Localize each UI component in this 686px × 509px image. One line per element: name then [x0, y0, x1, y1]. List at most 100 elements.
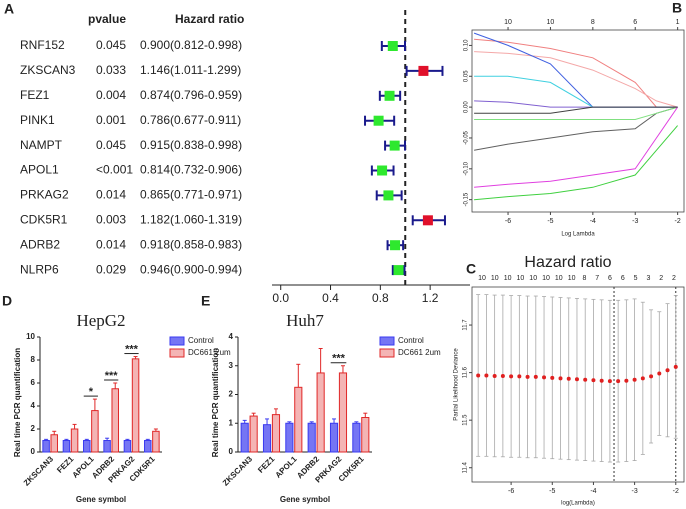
x-tick-label: 0.4	[322, 291, 339, 305]
x-axis-label: Log Lambda	[561, 232, 595, 238]
significance-label: *	[89, 386, 94, 398]
bar	[329, 422, 339, 453]
x-tick-label: 0.0	[272, 291, 289, 305]
deviance-point	[624, 378, 629, 383]
bar	[42, 440, 50, 453]
top-label: 1	[676, 19, 680, 26]
coefficient-path	[474, 51, 678, 108]
x-tick-label: -5	[547, 218, 553, 225]
legend-swatch	[379, 348, 395, 358]
y-tick-label: 6	[31, 378, 36, 387]
hazard-ratio-label: 0.786(0.677-0.911)	[140, 113, 241, 127]
y-tick-label: 11.6	[463, 366, 469, 378]
y-tick-label: 0.05	[464, 70, 470, 82]
bar	[62, 440, 71, 453]
y-axis-label: Partial Likelihood Deviance	[454, 348, 460, 421]
point-estimate	[377, 165, 388, 176]
y-tick-label: 11.4	[463, 461, 469, 473]
top-label: 10	[547, 19, 555, 26]
panel-label: A	[4, 1, 14, 17]
y-tick-label: -0.15	[464, 192, 470, 206]
x-tick-label: -6	[505, 218, 511, 225]
deviance-point	[657, 371, 662, 376]
chart-title: HepG2	[76, 311, 125, 330]
point-estimate	[383, 190, 394, 201]
panel-label: C	[466, 261, 476, 277]
y-axis-label: Real time PCR quantification	[13, 348, 22, 457]
deviance-point	[591, 378, 596, 383]
column-header: Hazard ratio	[175, 12, 244, 26]
bar	[271, 414, 281, 453]
bar	[262, 424, 272, 453]
x-tick-label: 0.8	[372, 291, 389, 305]
hazard-ratio-label: 1.182(1.060-1.319)	[140, 212, 242, 226]
top-label: 10	[504, 19, 512, 26]
y-tick-label: 1	[229, 418, 234, 427]
legend-swatch	[169, 336, 185, 346]
gene-name: NLRP6	[20, 262, 59, 276]
chart-title: Huh7	[286, 311, 324, 330]
bar	[123, 440, 132, 453]
x-tick-label: 1.2	[422, 291, 439, 305]
p-value: 0.029	[96, 262, 126, 276]
top-label: 10	[555, 275, 563, 282]
p-value: 0.014	[96, 188, 126, 202]
gene-name: CDK5R1	[20, 212, 68, 226]
top-label: 6	[608, 275, 612, 282]
legend-label: Control	[398, 336, 424, 345]
p-value: 0.004	[96, 88, 126, 102]
y-tick-label: 0.10	[464, 39, 470, 51]
x-tick-label: -3	[632, 218, 638, 225]
deviance-point	[607, 379, 612, 384]
deviance-point	[550, 375, 555, 380]
p-value: 0.033	[96, 63, 126, 77]
point-estimate	[387, 41, 398, 51]
panel-label: E	[201, 293, 210, 309]
gene-name: ZKSCAN3	[20, 63, 76, 77]
bar	[70, 428, 79, 453]
x-tick-label: -6	[508, 488, 514, 495]
x-tick-label: -2	[673, 488, 679, 495]
coefficient-path	[474, 125, 678, 201]
hazard-ratio-label: 0.918(0.858-0.983)	[140, 237, 242, 251]
top-label: 10	[529, 275, 537, 282]
bar	[338, 372, 348, 453]
gene-name: APOL1	[20, 163, 59, 177]
top-label: 7	[595, 275, 599, 282]
significance-label: ***	[105, 370, 119, 382]
top-label: 10	[542, 275, 550, 282]
deviance-point	[632, 377, 637, 382]
x-tick-label: -2	[675, 218, 681, 225]
hazard-ratio-label: 1.146(1.011-1.299)	[140, 63, 241, 77]
y-tick-label: 0.00	[464, 101, 470, 113]
deviance-point	[640, 376, 645, 381]
legend-label: Control	[188, 336, 214, 345]
bar	[111, 388, 119, 453]
y-tick-label: 2	[229, 390, 234, 399]
x-tick-label: -4	[590, 488, 596, 495]
y-tick-label: 11.5	[463, 414, 469, 426]
point-estimate	[389, 140, 400, 151]
bar	[361, 417, 370, 453]
deviance-point	[533, 374, 538, 379]
hazard-ratio-label: 0.946(0.900-0.994)	[140, 262, 242, 276]
column-header: pvalue	[88, 12, 126, 26]
panel-label: B	[672, 0, 682, 16]
hazard-ratio-label: 0.865(0.771-0.971)	[140, 188, 242, 202]
point-estimate	[418, 65, 429, 76]
point-estimate	[390, 240, 401, 251]
gene-name: ADRB2	[20, 237, 60, 251]
gene-name: PRKAG2	[20, 188, 69, 202]
deviance-point	[583, 377, 588, 382]
y-tick-label: 0	[31, 447, 36, 456]
p-value: <0.001	[96, 163, 133, 177]
plot-frame	[471, 29, 685, 213]
x-tick-label: -5	[549, 488, 555, 495]
y-tick-label: -0.05	[464, 130, 470, 144]
y-tick-label: 0	[229, 447, 234, 456]
bar	[316, 372, 325, 453]
x-tick-label: -3	[631, 488, 637, 495]
x-tick-label: ZKSCAN3	[221, 454, 254, 487]
bar	[103, 440, 111, 453]
hazard-ratio-label: 0.814(0.732-0.906)	[140, 163, 242, 177]
